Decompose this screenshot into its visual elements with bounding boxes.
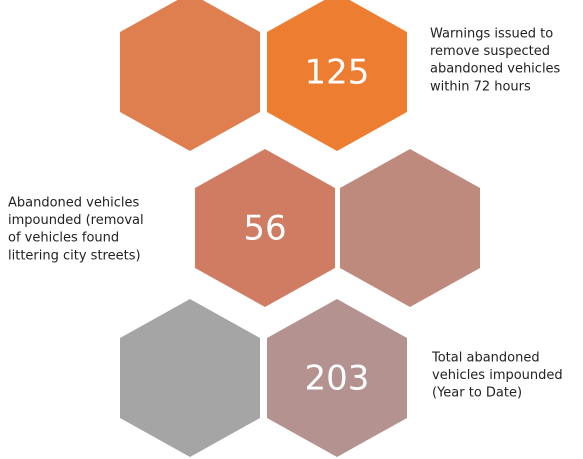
hexagon (267, 0, 407, 151)
metric-value: 125 (305, 53, 370, 93)
metric-description: impounded (removal (8, 213, 144, 228)
metric-description: Abandoned vehicles (8, 196, 139, 211)
hexagon (120, 0, 260, 151)
hexagon (195, 149, 335, 307)
metric-description: Warnings issued to (430, 27, 553, 42)
metric-value: 56 (243, 209, 286, 249)
metric-description: abandoned vehicles (430, 62, 561, 77)
metric-description: within 72 hours (430, 79, 531, 94)
metric-description: of vehicles found (8, 231, 119, 246)
metric-description: remove suspected (430, 44, 550, 59)
metric-description: Total abandoned (431, 351, 540, 366)
metric-description: littering city streets) (8, 248, 141, 263)
metric-description: vehicles impounded (432, 368, 563, 383)
hexagon (340, 149, 480, 307)
metric-value: 203 (305, 359, 370, 399)
metric-description: (Year to Date) (432, 386, 522, 401)
hexagon (120, 299, 260, 457)
hexagon (267, 299, 407, 457)
